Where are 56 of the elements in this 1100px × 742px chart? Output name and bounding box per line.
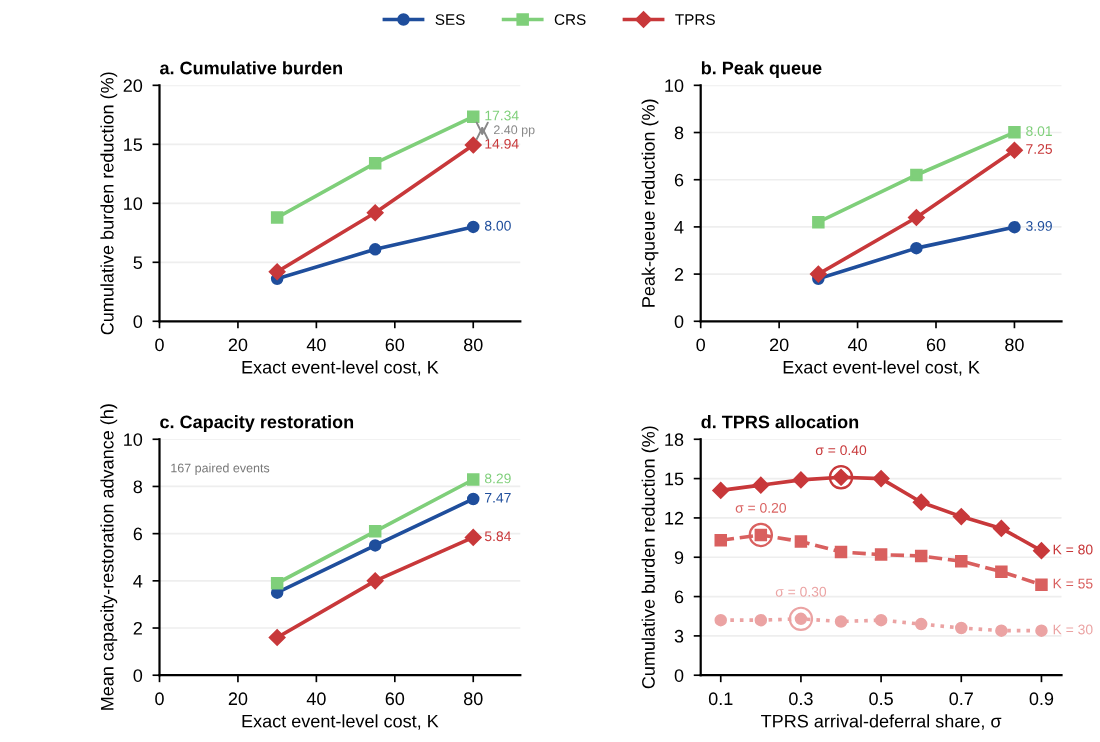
y-tick-label: 0	[133, 669, 143, 682]
chart-title: d. TPRS allocation	[701, 415, 859, 429]
x-tick-label: 40	[847, 338, 867, 352]
y-tick-label: 0	[674, 315, 684, 329]
y-tick-label: 12	[665, 511, 684, 525]
y-axis-title: Mean capacity-restoration advance (h)	[100, 404, 118, 710]
x-tick-label: 0.5	[869, 692, 893, 706]
x-axis-title: Exact event-level cost, K	[783, 360, 980, 376]
y-tick-label: 0	[133, 315, 143, 329]
x-tick-label: 80	[463, 692, 483, 706]
x-tick-label: 60	[926, 338, 946, 352]
x-axis-title: Exact event-level cost, K	[242, 360, 439, 376]
chart-title: b. Peak queue	[701, 61, 822, 78]
y-tick-label: 18	[665, 433, 684, 446]
y-axis-title: Cumulative burden reduction (%)	[641, 426, 659, 689]
y-tick-label: 4	[133, 574, 143, 588]
y-tick-label: 9	[674, 551, 684, 564]
x-tick-label: 0.9	[1029, 692, 1054, 706]
x-axis-title: Exact event-level cost, K	[242, 714, 439, 730]
x-tick-label: 20	[770, 338, 789, 352]
y-tick-label: 15	[665, 472, 684, 486]
y-tick-label: 10	[124, 197, 143, 211]
y-tick-label: 3	[674, 629, 684, 643]
y-axis-title: Cumulative burden reduction (%)	[100, 72, 118, 335]
chart-title: c. Capacity restoration	[160, 415, 354, 432]
y-tick-label: 8	[133, 480, 143, 494]
y-tick-label: 6	[674, 173, 684, 187]
chart-title: a. Cumulative burden	[160, 61, 342, 75]
y-tick-label: 2	[133, 621, 142, 635]
x-tick-label: 40	[306, 692, 326, 706]
y-tick-label: 10	[665, 79, 684, 93]
x-tick-label: 60	[385, 692, 405, 706]
x-tick-label: 80	[463, 338, 483, 352]
y-tick-label: 0	[674, 669, 684, 682]
y-tick-label: 5	[133, 256, 143, 270]
x-tick-label: 80	[1005, 338, 1024, 352]
x-tick-label: 0	[696, 338, 706, 352]
y-tick-label: 20	[123, 79, 143, 93]
x-tick-label: 0.3	[789, 692, 813, 706]
x-tick-label: 40	[306, 338, 326, 352]
y-tick-label: 4	[674, 221, 684, 234]
x-tick-label: 20	[228, 692, 248, 706]
y-tick-label: 6	[674, 590, 684, 604]
x-tick-label: 0	[155, 692, 164, 706]
y-tick-label: 2	[674, 268, 684, 281]
x-axis-title: TPRS arrival-deferral share, σ	[761, 714, 1002, 730]
x-tick-label: 0	[155, 338, 164, 352]
y-axis-title: Peak-queue reduction (%)	[641, 99, 659, 307]
x-tick-label: 20	[228, 338, 248, 352]
y-tick-label: 6	[133, 527, 143, 541]
x-tick-label: 0.7	[949, 692, 973, 706]
x-tick-label: 60	[385, 338, 405, 352]
y-tick-label: 15	[124, 138, 143, 152]
y-tick-label: 8	[674, 126, 684, 140]
y-tick-label: 10	[124, 433, 143, 446]
x-tick-label: 0.1	[708, 692, 733, 706]
